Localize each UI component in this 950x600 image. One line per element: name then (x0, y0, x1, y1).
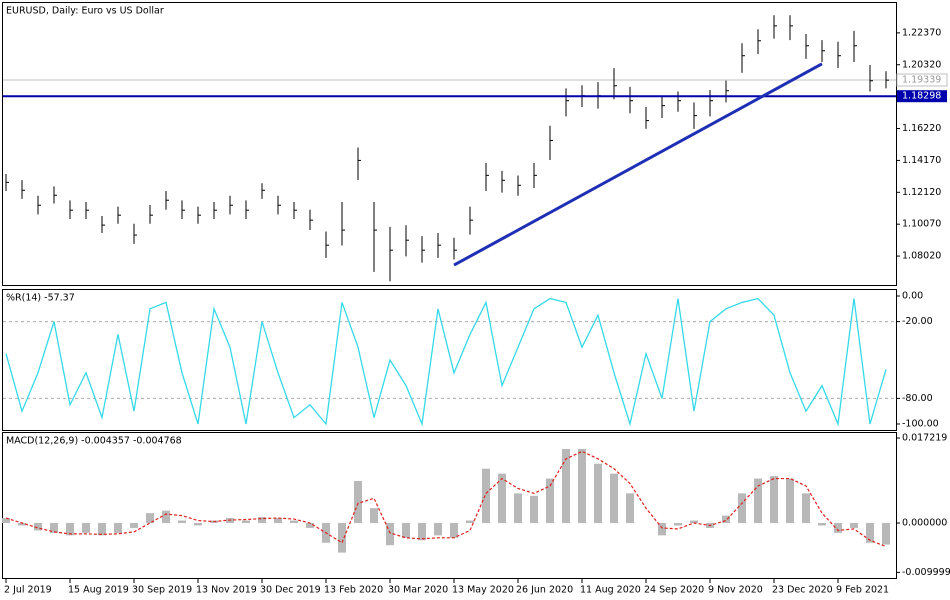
macd-bar (850, 522, 858, 528)
macd-bar (754, 478, 762, 523)
y-tick-label: 1.14170 (902, 155, 941, 166)
williams-pane (2, 289, 897, 431)
macd-bar (658, 522, 666, 536)
williams-line (5, 297, 887, 427)
x-tick-label: 23 Dec 2020 (772, 585, 833, 596)
macd-bar (178, 520, 186, 523)
y-tick-label: 1.20320 (902, 59, 941, 70)
y-tick-label: -80.00 (902, 393, 933, 404)
macd-bar (258, 517, 266, 523)
macd-bar (690, 520, 698, 523)
macd-bar (402, 522, 410, 538)
price-pane (2, 2, 897, 286)
pane-title: EURUSD, Daily: Euro vs US Dollar (6, 6, 164, 17)
macd-bar (146, 513, 154, 523)
x-tick-label: 30 Mar 2020 (388, 585, 448, 596)
macd-bar (818, 522, 826, 526)
macd-bar (370, 508, 378, 523)
macd-bar (466, 520, 474, 523)
macd-bar (418, 522, 426, 541)
macd-bar (386, 522, 394, 546)
macd-bar (434, 522, 442, 536)
current-price-box (896, 73, 948, 87)
y-tick-label: 0.00 (902, 291, 923, 302)
macd-bar (546, 478, 554, 523)
macd-bar (34, 522, 42, 531)
macd-bar (610, 473, 618, 523)
macd-bar (194, 522, 202, 526)
macd-pane (2, 432, 897, 579)
y-tick-label: 1.10070 (902, 219, 941, 230)
level-box (897, 90, 947, 103)
pane-title: %R(14) -57.37 (6, 293, 75, 304)
macd-bar (802, 493, 810, 523)
x-tick-label: 9 Feb 2021 (836, 585, 889, 596)
macd-bar (338, 522, 346, 553)
y-tick-label: -20.00 (902, 316, 933, 327)
y-tick-label: 1.12120 (902, 187, 941, 198)
macd-bar (498, 473, 506, 523)
macd-bar (98, 522, 106, 536)
x-tick-label: 13 Feb 2020 (324, 585, 383, 596)
macd-bar (578, 448, 586, 523)
y-tick-label: 0.000000 (902, 517, 947, 528)
macd-bar (562, 448, 570, 523)
signal-line (5, 450, 887, 548)
y-tick-label: -100.00 (902, 418, 939, 429)
macd-bar (306, 522, 314, 528)
macd-bar (786, 478, 794, 523)
x-tick-label: 30 Dec 2019 (260, 585, 321, 596)
x-tick-label: 15 Aug 2019 (68, 585, 129, 596)
macd-bar (834, 522, 842, 533)
x-tick-label: 24 Sep 2020 (644, 585, 704, 596)
macd-bar (354, 481, 362, 523)
macd-bar (866, 522, 874, 543)
x-tick-label: 30 Sep 2019 (132, 585, 192, 596)
x-tick-label: 13 May 2020 (452, 585, 514, 596)
macd-bar (18, 522, 26, 526)
macd-bar (482, 468, 490, 523)
macd-bar (130, 522, 138, 528)
macd-bar (738, 493, 746, 523)
macd-bar (114, 522, 122, 533)
level-label: 1.18298 (902, 91, 941, 102)
macd-bar (242, 520, 250, 523)
macd-bar (722, 515, 730, 523)
macd-bar (50, 522, 58, 533)
macd-bar (450, 522, 458, 538)
macd-bar (674, 522, 682, 526)
macd-bar (2, 518, 10, 523)
x-tick-label: 13 Nov 2019 (196, 585, 257, 596)
macd-bar (882, 522, 890, 545)
y-tick-label: 1.22370 (902, 27, 941, 38)
macd-bar (770, 476, 778, 523)
macd-bar (82, 522, 90, 533)
x-tick-label: 26 Jun 2020 (516, 585, 573, 596)
current-price-label: 1.19339 (902, 75, 941, 86)
x-tick-label: 9 Nov 2020 (708, 585, 763, 596)
macd-bar (274, 518, 282, 523)
x-tick-label: 11 Aug 2020 (580, 585, 641, 596)
macd-bar (514, 493, 522, 523)
macd-bar (626, 493, 634, 523)
y-tick-label: 1.08020 (902, 251, 941, 262)
macd-bar (66, 522, 74, 536)
y-tick-label: 0.017219 (902, 433, 947, 444)
macd-bar (162, 510, 170, 523)
y-tick-label: 1.16220 (902, 123, 941, 134)
x-tick-label: 2 Jul 2019 (4, 585, 52, 596)
macd-bar (530, 495, 538, 523)
macd-bar (594, 463, 602, 523)
trendline (453, 62, 823, 267)
pane-title: MACD(12,26,9) -0.004357 -0.004768 (6, 436, 182, 447)
y-tick-label: -0.009999 (902, 567, 950, 578)
macd-bar (290, 520, 298, 523)
